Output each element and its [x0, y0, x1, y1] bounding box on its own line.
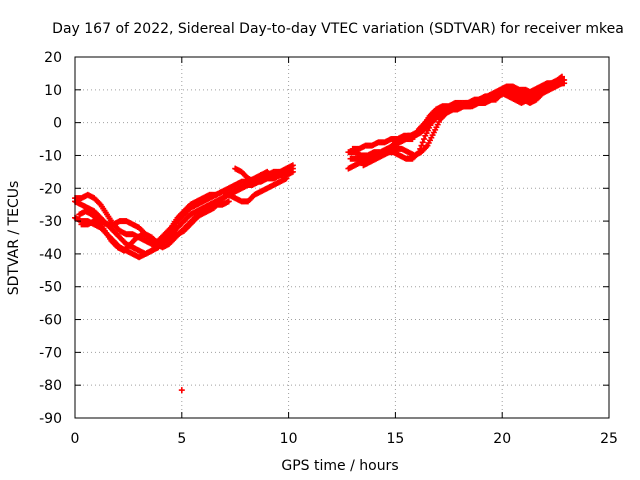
- chart-title: Day 167 of 2022, Sidereal Day-to-day VTE…: [52, 21, 624, 37]
- data-point: [283, 175, 290, 182]
- data-points: [72, 73, 568, 394]
- data-point: [225, 198, 232, 205]
- data-point: [559, 73, 566, 80]
- data-point: [418, 142, 425, 149]
- data-point: [421, 136, 428, 143]
- data-point: [419, 139, 426, 146]
- data-point: [287, 168, 294, 175]
- data-point: [289, 162, 296, 169]
